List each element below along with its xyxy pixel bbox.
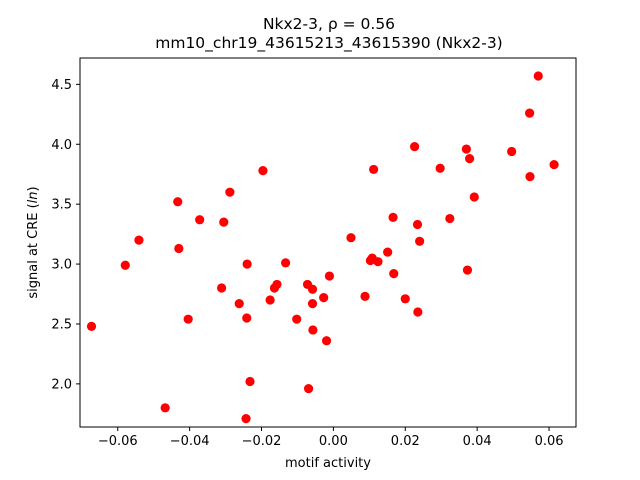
data-point-34 — [369, 164, 379, 175]
data-point-44 — [435, 163, 445, 173]
data-point-10 — [225, 187, 235, 197]
data-point-30 — [346, 233, 356, 243]
data-point-43 — [415, 236, 425, 246]
data-points — [86, 71, 559, 424]
data-point-6 — [183, 314, 193, 324]
x-tick-label-2: −0.02 — [242, 434, 282, 449]
data-point-53 — [533, 71, 543, 81]
data-point-21 — [292, 314, 302, 324]
data-point-29 — [324, 271, 335, 281]
data-point-48 — [465, 154, 475, 164]
data-point-31 — [360, 291, 370, 302]
data-point-17 — [265, 295, 275, 305]
data-point-39 — [400, 294, 410, 304]
data-point-3 — [160, 403, 170, 413]
data-point-54 — [549, 160, 559, 170]
y-tick-label-2: 3.0 — [51, 258, 72, 273]
x-tick-label-4: 0.02 — [391, 434, 420, 449]
y-tick-label-1: 2.5 — [51, 317, 72, 332]
axis-ticks: −0.06 −0.04 −0.02 0.00 0.02 0.04 0.06 2.0 2.5 3.0… — [51, 78, 563, 449]
data-point-11 — [234, 299, 244, 309]
data-point-24 — [307, 284, 318, 294]
data-point-25 — [307, 299, 318, 309]
data-point-38 — [389, 269, 399, 279]
y-tick-label-3: 3.5 — [51, 198, 72, 213]
data-point-27 — [319, 293, 329, 303]
data-point-0 — [86, 321, 97, 331]
data-point-16 — [258, 166, 268, 176]
data-point-20 — [280, 258, 291, 268]
data-point-14 — [242, 259, 252, 269]
x-tick-label-0: −0.06 — [98, 434, 138, 449]
y-axis-label-close: ) — [26, 186, 41, 191]
data-point-35 — [373, 257, 383, 267]
data-point-49 — [469, 192, 479, 202]
data-point-42 — [413, 307, 423, 317]
y-axis-label-text: signal at CRE ( — [26, 203, 41, 298]
y-tick-label-0: 2.0 — [51, 377, 72, 392]
data-point-45 — [445, 213, 455, 224]
data-point-7 — [195, 215, 205, 225]
data-point-12 — [241, 414, 251, 424]
x-tick-label-6: 0.06 — [535, 434, 564, 449]
data-point-2 — [134, 235, 144, 245]
data-point-41 — [412, 219, 423, 230]
data-point-52 — [525, 172, 535, 182]
data-point-1 — [120, 260, 130, 270]
data-point-50 — [507, 146, 517, 157]
x-axis-label: motif activity — [285, 456, 371, 471]
data-point-26 — [308, 325, 318, 335]
data-point-5 — [174, 243, 184, 254]
data-point-23 — [303, 384, 314, 394]
data-point-4 — [173, 197, 183, 207]
data-point-47 — [462, 265, 473, 275]
y-axis-label: signal at CRE (ln) — [26, 186, 41, 298]
x-tick-label-1: −0.04 — [170, 434, 210, 449]
y-tick-label-4: 4.0 — [51, 138, 72, 153]
data-point-37 — [388, 212, 398, 222]
y-tick-label-5: 4.5 — [51, 78, 72, 93]
data-point-13 — [242, 313, 252, 323]
data-point-51 — [525, 108, 535, 118]
x-tick-label-3: 0.00 — [319, 434, 348, 449]
data-point-46 — [461, 144, 471, 154]
data-point-28 — [321, 336, 332, 346]
data-point-40 — [410, 142, 420, 152]
data-point-8 — [217, 283, 227, 293]
data-point-36 — [383, 247, 393, 257]
plot-frame — [79, 57, 577, 428]
data-point-15 — [245, 376, 255, 387]
y-axis-label-unit: ln — [26, 191, 41, 203]
data-point-9 — [219, 217, 229, 227]
chart-title-line1: Nkx2-3, ρ = 0.56 — [263, 15, 395, 33]
chart-title-line2: mm10_chr19_43615213_43615390 (Nkx2-3) — [155, 34, 502, 53]
data-point-19 — [272, 279, 282, 290]
x-tick-label-5: 0.04 — [463, 434, 492, 449]
